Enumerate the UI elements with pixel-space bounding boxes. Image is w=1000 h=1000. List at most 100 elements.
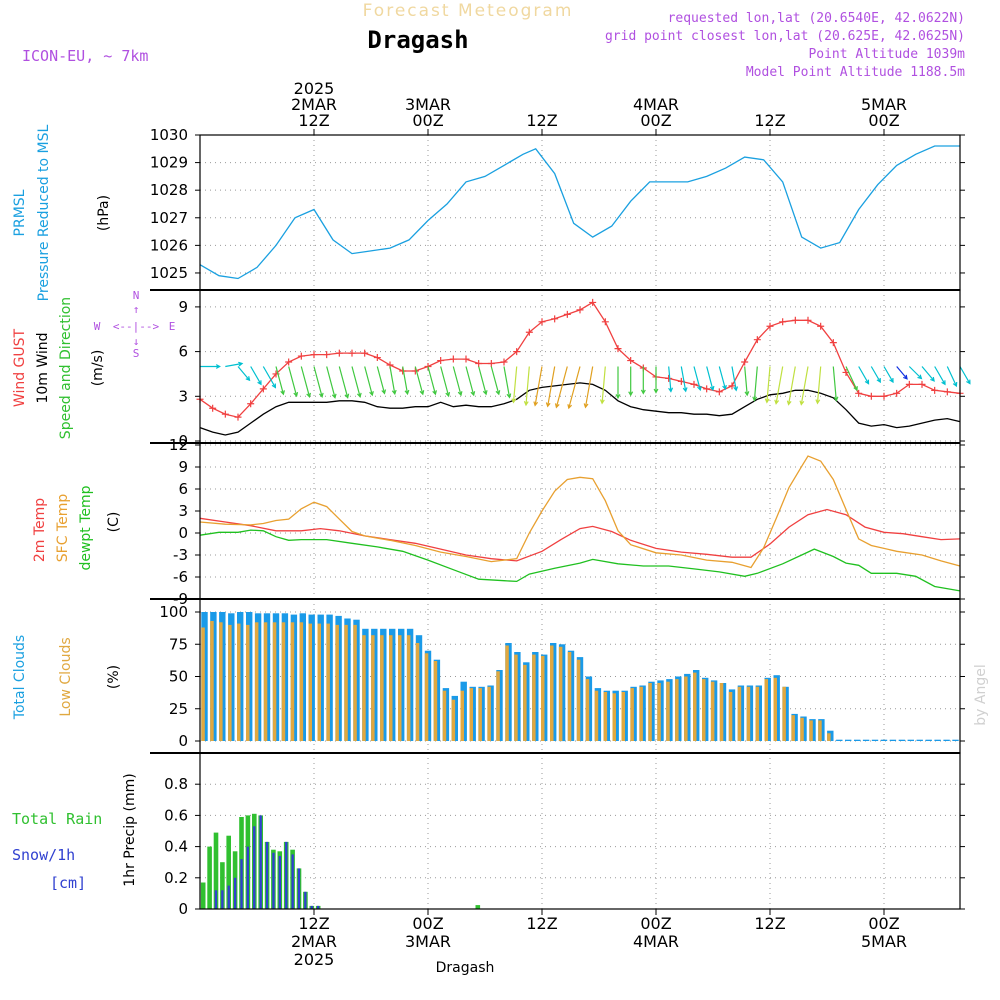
series-line (199, 145, 960, 280)
panel-frame (199, 752, 961, 910)
wind-label-dir: Speed and Direction (58, 297, 74, 439)
wind-arrow (680, 366, 688, 393)
bar-low-clouds (415, 643, 420, 741)
y-tick-label: 1025 (150, 264, 188, 282)
pressure-panel: 1025 1026 1027 1028 1029 1030 (150, 126, 965, 291)
bottom-time-label: 4MAR (633, 932, 679, 951)
bar-low-clouds (496, 671, 500, 741)
wind-arrow (934, 366, 946, 386)
bar-total-rain (220, 862, 225, 909)
compass-n: N (133, 289, 140, 302)
bar-snow-1h (297, 868, 301, 909)
bar-snow-1h (227, 885, 230, 909)
wind-arrow (288, 366, 299, 398)
wind-arrow (799, 366, 809, 406)
gust-marker (576, 306, 584, 314)
wind-arrow (225, 361, 244, 368)
bottom-time-label: 00Z (412, 914, 443, 933)
clouds-unit: (%) (106, 665, 122, 689)
wind-arrow (313, 366, 324, 399)
bar-low-clouds (371, 635, 375, 741)
wind-arrow (896, 366, 908, 380)
clouds-label-total: Total Clouds (12, 635, 28, 720)
bar-low-clouds (558, 646, 563, 741)
wind-arrow (718, 366, 727, 391)
bar-total-clouds (836, 739, 843, 741)
y-tick-label: 0.2 (164, 869, 188, 887)
grid-lonlat: grid point closest lon,lat (20.625E, 42.… (605, 29, 965, 44)
bar-low-clouds (612, 693, 616, 741)
wind-arrow (414, 366, 425, 396)
wind-arrow (364, 366, 374, 397)
wind-arrow (764, 366, 771, 404)
precip-axis-labels: Total Rain Snow/1h [cm] 1hr Precip (mm) (12, 773, 138, 892)
top-time-label: 3MAR (405, 95, 451, 114)
top-time-label: 2025 (294, 79, 335, 98)
bar-low-clouds (228, 624, 232, 741)
gust-marker (614, 345, 622, 353)
gust-marker (449, 355, 457, 363)
wind-arrow (599, 366, 606, 405)
bar-low-clouds (505, 645, 509, 741)
wind-arrow (262, 366, 277, 389)
wind-panel: 0 3 6 9 (150, 289, 971, 450)
gust-marker (703, 385, 711, 393)
model-altitude: Model Point Altitude 1188.5m (746, 65, 965, 80)
y-tick-label: 0.6 (164, 806, 188, 824)
bottom-time-label: 12Z (754, 914, 785, 933)
bar-total-rain (207, 846, 212, 909)
pressure-axis-labels: PRMSL Pressure Reduced to MSL (hPa) (12, 124, 112, 301)
gust-marker (817, 322, 825, 330)
bar-low-clouds (335, 624, 339, 741)
wind-arrow (628, 366, 634, 397)
gust-marker (601, 318, 609, 326)
bar-low-clouds (523, 664, 527, 741)
bar-low-clouds (299, 622, 304, 741)
bar-low-clouds (362, 635, 366, 741)
top-time-label: 4MAR (633, 95, 679, 114)
bar-low-clouds (791, 715, 795, 741)
bar-low-clouds (541, 655, 545, 741)
series-line (199, 382, 961, 436)
requested-lonlat: requested lon,lat (20.6540E, 42.0622N) (668, 11, 965, 26)
wind-arrow (744, 366, 750, 397)
pressure-unit: (hPa) (96, 195, 112, 231)
bar-low-clouds (451, 699, 456, 741)
gust-marker (348, 349, 356, 357)
faded-title: Forecast Meteogram (363, 1, 574, 21)
panel-frame (199, 442, 961, 600)
bar-low-clouds (782, 686, 786, 741)
y-tick-label: 3 (178, 387, 188, 405)
bar-low-clouds (398, 635, 402, 741)
bar-snow-1h (240, 859, 243, 909)
wind-arrow (490, 366, 501, 396)
bar-low-clouds (594, 690, 599, 741)
top-time-label: 00Z (868, 111, 899, 130)
wind-arrow (554, 366, 568, 409)
gust-marker (475, 360, 483, 368)
wind-arrow (706, 366, 715, 392)
bottom-time-label: 12Z (526, 914, 557, 933)
bar-snow-1h (291, 854, 294, 909)
gust-marker (880, 392, 888, 400)
bar-total-clouds (943, 739, 950, 741)
gust-marker (487, 360, 495, 368)
pressure-label-2: Pressure Reduced to MSL (36, 124, 52, 301)
bar-total-clouds (898, 739, 906, 741)
gust-marker (551, 315, 559, 323)
y-tick-label: 1028 (150, 181, 188, 199)
top-time-label: 00Z (412, 111, 443, 130)
y-tick-label: -3 (173, 546, 188, 564)
series-line (199, 301, 961, 418)
bar-low-clouds (550, 645, 554, 741)
bar-total-rain (475, 905, 481, 909)
bar-low-clouds (728, 692, 733, 741)
bar-low-clouds (818, 720, 822, 741)
wind-label-10m: 10m Wind (35, 332, 51, 403)
wind-arrow (326, 366, 337, 399)
bar-low-clouds (424, 653, 429, 741)
wind-arrow (427, 366, 437, 396)
gust-marker (323, 351, 331, 359)
